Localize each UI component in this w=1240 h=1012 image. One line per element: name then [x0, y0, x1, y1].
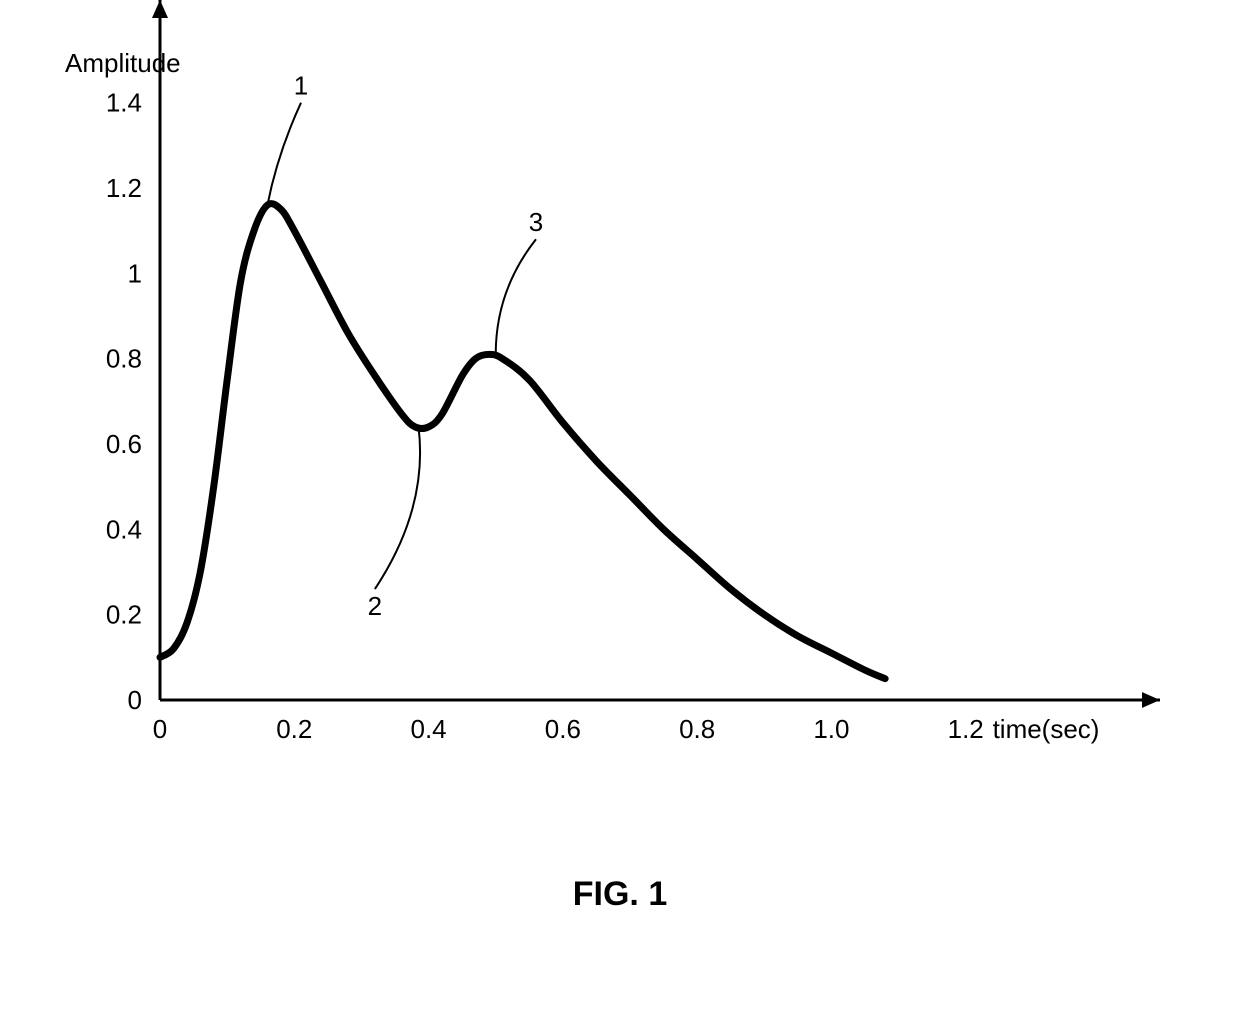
- annotation-label-1: 1: [294, 71, 308, 101]
- x-tick-label: 0.6: [545, 714, 581, 744]
- annotation-leader: [267, 103, 301, 205]
- y-tick-label: 1.4: [106, 88, 142, 118]
- x-tick-label: 0.4: [410, 714, 446, 744]
- x-tick-label: 0: [153, 714, 167, 744]
- y-tick-label: 1: [128, 258, 142, 288]
- y-tick-label: 1.2: [106, 173, 142, 203]
- y-tick-label: 0.4: [106, 514, 142, 544]
- amplitude-curve: [160, 204, 885, 679]
- x-tick-label: 0.8: [679, 714, 715, 744]
- annotation-leader: [375, 427, 420, 589]
- x-tick-labels: 0 0.2 0.4 0.6 0.8 1.0 1.2: [153, 714, 984, 744]
- figure-container: 0 0.2 0.4 0.6 0.8 1.0 1.2 0 0.2 0.4 0.6 0.8 1 1.2 1.4…: [0, 0, 1240, 1012]
- axes: [152, 0, 1160, 708]
- chart-svg: 0 0.2 0.4 0.6 0.8 1.0 1.2 0 0.2 0.4 0.6 0.8 1 1.2 1.4…: [0, 0, 1240, 1012]
- y-tick-label: 0: [128, 685, 142, 715]
- y-tick-label: 0.2: [106, 600, 142, 630]
- annotation-label-3: 3: [529, 207, 543, 237]
- annotation-leader: [496, 239, 536, 354]
- annotation-label-2: 2: [368, 591, 382, 621]
- y-tick-label: 0.6: [106, 429, 142, 459]
- x-axis-label: time(sec): [993, 714, 1100, 744]
- x-tick-label: 1.2: [948, 714, 984, 744]
- annotations: 1 2 3: [267, 71, 543, 621]
- y-axis-label: Amplitude: [65, 48, 181, 78]
- x-axis-arrow-icon: [1142, 692, 1160, 708]
- y-tick-labels: 0 0.2 0.4 0.6 0.8 1 1.2 1.4: [106, 88, 142, 715]
- x-tick-label: 1.0: [813, 714, 849, 744]
- figure-caption: FIG. 1: [573, 875, 667, 913]
- y-axis-arrow-icon: [152, 0, 168, 18]
- y-tick-label: 0.8: [106, 344, 142, 374]
- x-tick-label: 0.2: [276, 714, 312, 744]
